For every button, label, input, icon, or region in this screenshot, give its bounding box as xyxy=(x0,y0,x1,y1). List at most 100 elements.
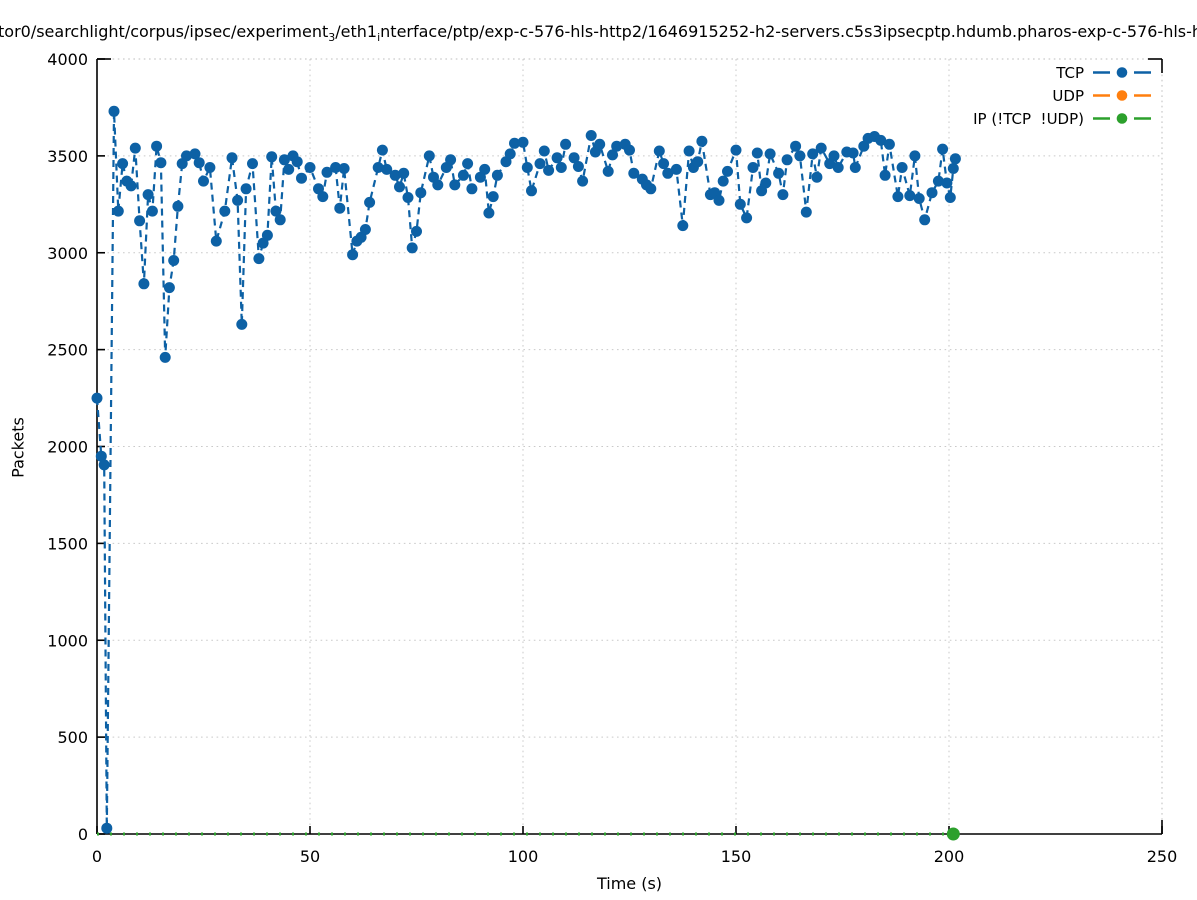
data-point-marker xyxy=(677,220,689,232)
data-point-marker xyxy=(800,206,812,218)
data-point-marker xyxy=(466,183,478,195)
x-tick-label: 200 xyxy=(934,847,965,866)
data-point-marker xyxy=(722,165,733,177)
data-point-marker xyxy=(261,229,273,241)
data-point-marker xyxy=(572,161,584,172)
data-point-marker xyxy=(949,153,961,165)
data-point-marker xyxy=(151,140,163,152)
data-point-marker xyxy=(777,189,789,201)
data-point-marker xyxy=(937,143,949,155)
data-point-marker xyxy=(155,157,167,169)
data-point-marker xyxy=(760,177,772,189)
data-point-marker xyxy=(624,144,635,156)
data-point-marker xyxy=(411,225,422,237)
data-point-marker xyxy=(394,181,405,193)
data-point-marker xyxy=(138,278,150,290)
data-point-marker xyxy=(577,175,589,187)
data-point-marker xyxy=(163,282,175,294)
data-point-marker xyxy=(534,158,546,170)
data-point-marker xyxy=(487,191,499,203)
data-point-marker xyxy=(432,179,444,191)
data-point-marker xyxy=(555,162,567,173)
data-point-marker xyxy=(585,130,597,141)
data-point-marker xyxy=(892,191,904,203)
data-point-marker xyxy=(696,135,708,147)
data-point-marker xyxy=(321,166,333,178)
data-point-marker xyxy=(159,351,171,363)
data-point-marker xyxy=(483,207,495,219)
data-point-marker xyxy=(108,105,120,117)
data-point-marker xyxy=(193,157,205,169)
y-tick-label: 1500 xyxy=(47,534,88,553)
data-point-marker xyxy=(832,162,844,173)
x-tick-label: 150 xyxy=(721,847,752,866)
data-point-marker xyxy=(317,191,329,203)
y-tick-label: 3000 xyxy=(47,244,88,263)
data-point-marker xyxy=(283,163,295,175)
data-point-marker xyxy=(811,171,823,183)
x-axis-label: Time (s) xyxy=(596,874,663,893)
data-point-marker xyxy=(415,187,427,199)
data-point-marker xyxy=(491,169,503,181)
data-point-marker xyxy=(896,162,908,173)
data-point-marker xyxy=(909,150,921,162)
series-line-tcp xyxy=(95,111,957,829)
data-point-marker xyxy=(125,180,137,192)
x-tick-label: 50 xyxy=(300,847,320,866)
legend: TCP UDP IP (!TCP !UDP) xyxy=(973,61,1151,130)
data-point-marker xyxy=(449,179,461,191)
data-point-marker xyxy=(462,158,474,170)
data-point-marker xyxy=(226,152,238,164)
data-point-marker xyxy=(947,163,959,174)
data-point-marker xyxy=(266,151,278,163)
data-point-marker xyxy=(181,150,192,162)
legend-line-sample xyxy=(1093,113,1151,124)
data-point-marker xyxy=(741,212,753,224)
data-point-marker xyxy=(734,198,746,210)
y-tick-label: 0 xyxy=(78,825,88,844)
y-tick-label: 2500 xyxy=(47,341,88,360)
y-tick-label: 2000 xyxy=(47,438,88,457)
data-point-marker xyxy=(240,183,252,195)
data-point-marker xyxy=(210,235,222,247)
data-point-marker xyxy=(692,156,704,168)
data-point-marker xyxy=(526,185,537,197)
data-point-marker xyxy=(247,158,258,170)
data-point-marker xyxy=(291,156,303,168)
data-point-marker xyxy=(794,150,806,162)
data-point-marker xyxy=(219,205,231,217)
data-point-marker xyxy=(717,175,729,187)
data-point-marker xyxy=(944,192,956,203)
data-point-marker xyxy=(747,162,759,173)
data-point-marker xyxy=(946,827,960,841)
data-point-marker xyxy=(112,205,124,217)
data-point-marker xyxy=(142,189,154,201)
legend-line-sample xyxy=(1093,90,1151,101)
data-point-marker xyxy=(773,167,785,179)
data-point-marker xyxy=(594,138,606,150)
data-point-marker xyxy=(607,149,618,161)
data-point-marker xyxy=(274,214,286,226)
data-point-marker xyxy=(683,145,695,157)
data-point-marker xyxy=(359,224,371,235)
data-point-marker xyxy=(402,192,414,203)
data-point-marker xyxy=(509,137,520,149)
data-point-marker xyxy=(101,822,113,834)
data-point-marker xyxy=(790,140,802,152)
data-point-marker xyxy=(904,190,916,202)
data-point-marker xyxy=(781,154,793,166)
data-point-marker xyxy=(117,158,129,170)
data-point-marker xyxy=(232,194,244,206)
x-tick-label: 0 xyxy=(92,847,102,866)
data-point-marker xyxy=(815,142,827,154)
data-point-marker xyxy=(406,242,418,254)
data-point-marker xyxy=(296,172,307,184)
data-point-marker xyxy=(913,193,925,204)
data-point-marker xyxy=(849,162,861,173)
data-point-marker xyxy=(189,148,201,160)
y-tick-label: 1000 xyxy=(47,631,88,650)
data-point-marker xyxy=(504,148,516,160)
data-point-marker xyxy=(670,163,682,175)
data-point-marker xyxy=(828,150,840,162)
data-point-marker xyxy=(645,183,657,195)
